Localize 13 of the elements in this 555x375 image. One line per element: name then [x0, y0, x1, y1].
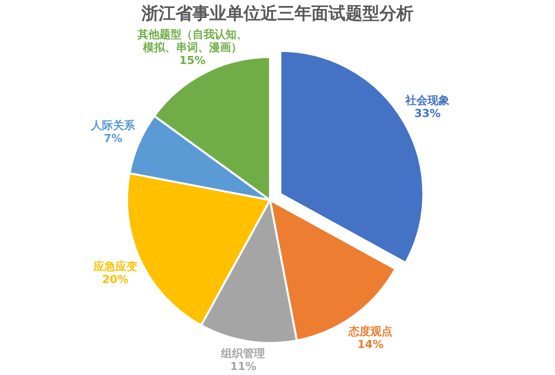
data-label: 14% — [356, 338, 385, 352]
data-label: 7% — [102, 132, 124, 146]
chart-title: 浙江省事业单位近三年面试题型分析 — [140, 3, 414, 25]
slice-label: 应急应变 — [92, 260, 138, 273]
data-label: 11% — [229, 360, 258, 373]
slice-label: 社会现象 — [404, 94, 451, 107]
data-label: 15% — [178, 54, 207, 68]
slice-label: 态度观点 — [347, 325, 394, 338]
slice-label: 人际关系 — [90, 119, 136, 132]
data-label: 33% — [413, 106, 442, 120]
slice-label: 组织管理 — [220, 347, 266, 360]
data-label: 20% — [101, 272, 130, 286]
slice-label: 其他题型（自我认知、模拟、串词、漫画） — [137, 28, 248, 54]
